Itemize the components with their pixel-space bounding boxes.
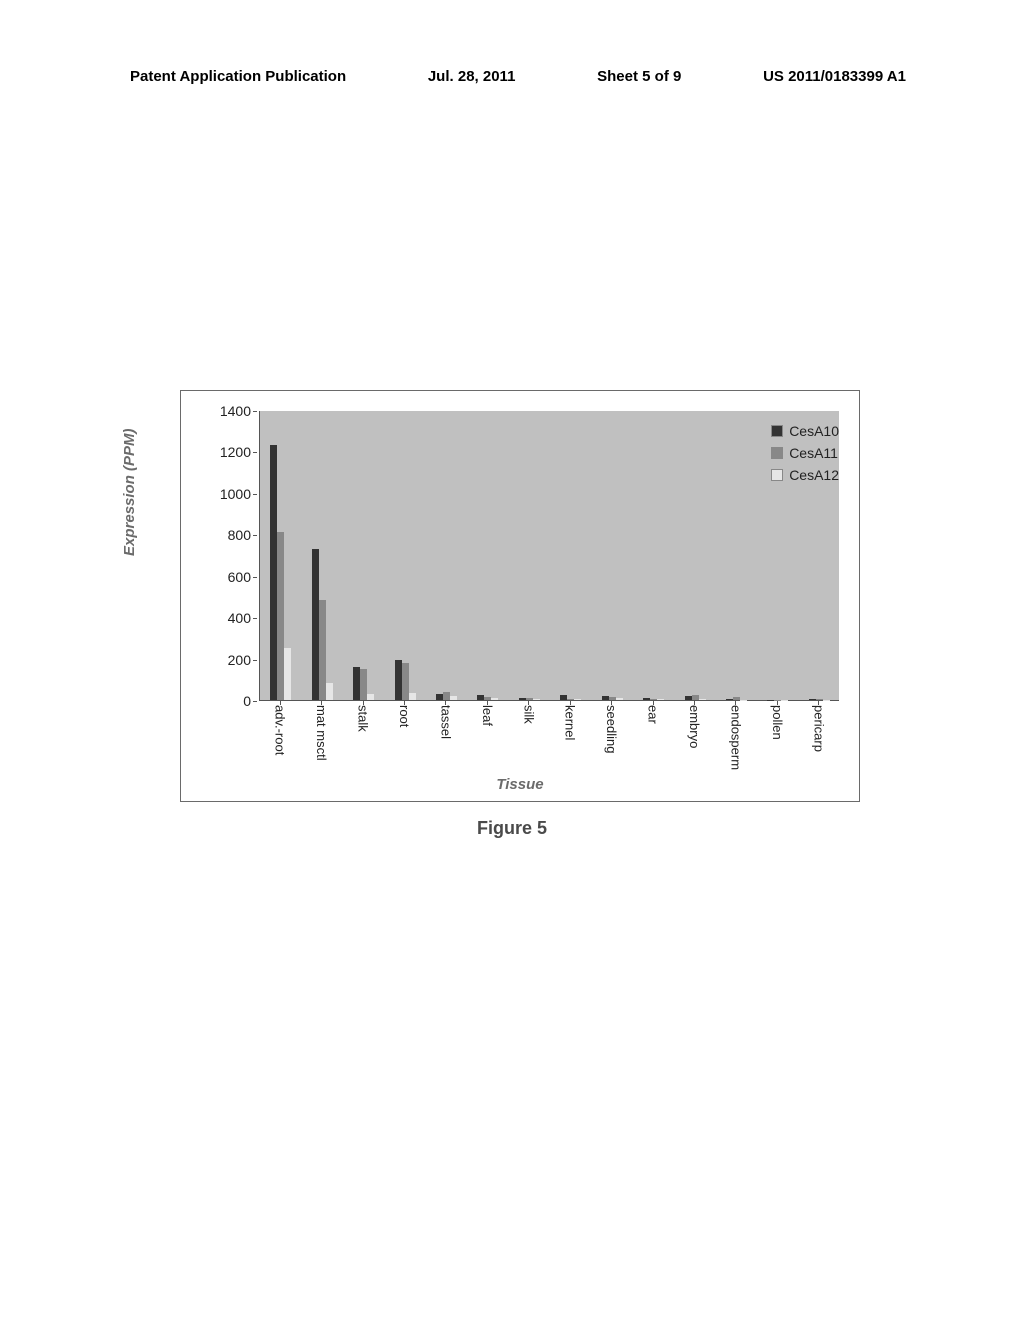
legend-label: CesA11	[789, 445, 838, 461]
bar-group	[270, 445, 291, 700]
legend-label: CesA10	[789, 423, 839, 439]
legend-swatch	[771, 425, 783, 437]
bar-group	[685, 695, 706, 700]
x-tick-label: pollen	[770, 705, 785, 740]
legend-swatch	[771, 447, 783, 459]
x-tick-label: kernel	[563, 705, 578, 740]
bar-group	[477, 695, 498, 700]
y-tick-label: 0	[243, 693, 251, 709]
bar	[567, 699, 574, 700]
x-tick-label: endosperm	[728, 705, 743, 770]
bar	[353, 667, 360, 700]
y-tick-label: 1400	[220, 403, 251, 419]
bar	[726, 699, 733, 700]
bar	[574, 699, 581, 700]
bar	[409, 693, 416, 700]
bar	[560, 695, 567, 700]
bar	[450, 696, 457, 700]
bar	[533, 699, 540, 700]
bar	[312, 549, 319, 700]
bar	[685, 696, 692, 700]
legend-label: CesA12	[789, 467, 839, 483]
bar	[319, 600, 326, 700]
legend-item: CesA12	[771, 467, 839, 483]
bar	[491, 698, 498, 700]
x-tick-label: embryo	[687, 705, 702, 748]
bar-group	[809, 699, 830, 700]
y-axis-label: Expression (PPM)	[121, 428, 138, 556]
x-tick-label: root	[397, 705, 412, 727]
legend-item: CesA10	[771, 423, 839, 439]
bar	[484, 697, 491, 700]
bar-group	[643, 698, 664, 700]
figure-caption: Figure 5	[477, 818, 547, 839]
bar	[360, 669, 367, 700]
bar	[699, 699, 706, 700]
y-tick-label: 600	[228, 569, 251, 585]
bar	[270, 445, 277, 700]
bar	[816, 699, 823, 700]
bar-group	[353, 667, 374, 700]
bar	[395, 660, 402, 700]
legend-swatch	[771, 469, 783, 481]
y-tick-label: 200	[228, 652, 251, 668]
x-tick-label: silk	[521, 705, 536, 724]
bar-chart: Expression (PPM) 02004006008001000120014…	[180, 390, 860, 802]
plot-area	[259, 411, 839, 701]
bar-group	[560, 695, 581, 700]
bar	[326, 683, 333, 700]
bar	[643, 698, 650, 700]
bar	[609, 697, 616, 700]
bar-group	[312, 549, 333, 700]
bar-group	[395, 660, 416, 700]
x-tick-label: ear	[646, 705, 661, 724]
bar	[526, 698, 533, 700]
x-tick-label: tassel	[438, 705, 453, 739]
bar	[443, 692, 450, 700]
header-docnum: US 2011/0183399 A1	[763, 68, 906, 85]
y-axis-ticks: 0200400600800100012001400	[181, 411, 257, 701]
y-tick-label: 1200	[220, 444, 251, 460]
y-tick-label: 1000	[220, 486, 251, 502]
legend-item: CesA11	[771, 445, 839, 461]
x-tick-label: stalk	[356, 705, 371, 732]
chart-legend: CesA10 CesA11 CesA12	[771, 423, 839, 489]
header-publication: Patent Application Publication	[130, 68, 346, 85]
bar-group	[519, 698, 540, 700]
bar	[650, 699, 657, 700]
bar	[367, 694, 374, 700]
y-tick-label: 800	[228, 527, 251, 543]
bar	[809, 699, 816, 700]
bar	[692, 695, 699, 700]
bar	[277, 532, 284, 700]
bar	[284, 648, 291, 700]
header-sheet: Sheet 5 of 9	[597, 68, 681, 85]
x-tick-label: mat msctl	[314, 705, 329, 761]
page-header: Patent Application Publication Jul. 28, …	[0, 68, 1024, 85]
bar-group	[436, 692, 457, 700]
y-tick-label: 400	[228, 610, 251, 626]
bar-group	[726, 697, 747, 700]
bar	[519, 698, 526, 700]
bar	[477, 695, 484, 700]
bar	[436, 694, 443, 700]
bar	[616, 698, 623, 700]
bar-group	[602, 696, 623, 700]
x-tick-label: seedling	[604, 705, 619, 753]
x-tick-label: leaf	[480, 705, 495, 726]
bar	[733, 697, 740, 700]
bar	[602, 696, 609, 700]
x-tick-label: adv.-root	[273, 705, 288, 755]
bar	[402, 663, 409, 700]
header-date: Jul. 28, 2011	[428, 68, 516, 85]
x-tick-label: pericarp	[811, 705, 826, 752]
bar	[657, 699, 664, 700]
x-axis-label: Tissue	[496, 776, 543, 793]
